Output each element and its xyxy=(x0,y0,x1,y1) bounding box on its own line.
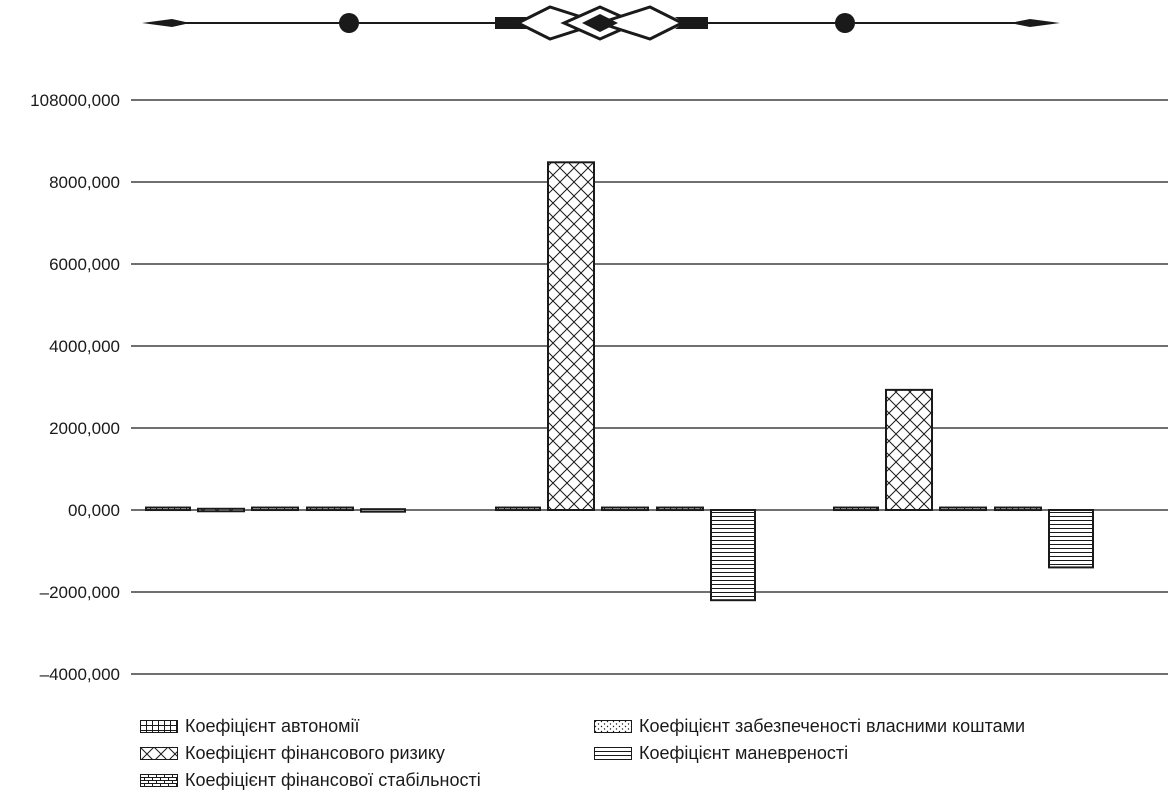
y-tick-label: 6000,000 xyxy=(49,255,120,274)
bar-group3-series5 xyxy=(1048,509,1094,569)
bar-group2-series2 xyxy=(547,161,595,511)
gridlines xyxy=(131,99,1168,675)
y-axis-tick-labels: 108000,000 8000,000 6000,000 4000,000 2000,0… xyxy=(30,91,120,684)
y-tick-label: 00,000 xyxy=(68,501,120,520)
bar-group3-series1 xyxy=(833,506,879,512)
legend: Коефіцієнт автономії Коефіцієнт фінансов… xyxy=(0,706,1171,800)
legend-item-own-funds-security: Коефіцієнт забезпеченості власними кошта… xyxy=(594,716,1025,737)
y-tick-label: –4000,000 xyxy=(40,665,120,684)
y-tick-label: 2000,000 xyxy=(49,419,120,438)
bar-group2-series4 xyxy=(656,506,704,512)
bar-group3-series2 xyxy=(885,388,933,511)
decorative-ornament-divider xyxy=(142,5,1060,41)
bars xyxy=(145,161,1094,602)
y-tick-label: 4000,000 xyxy=(49,337,120,356)
bar-group2-series3 xyxy=(601,506,649,512)
y-tick-label: 108000,000 xyxy=(30,91,120,110)
legend-label: Коефіцієнт фінансової стабільності xyxy=(185,770,481,790)
chart: 108000,000 8000,000 6000,000 4000,000 2000,0… xyxy=(30,5,1168,684)
legend-item-financial-stability: Коефіцієнт фінансової стабільності xyxy=(140,770,481,791)
y-tick-label: 8000,000 xyxy=(49,173,120,192)
legend-swatch-dots xyxy=(594,720,632,733)
bar-group2-series1 xyxy=(495,506,541,512)
bar-group2-series5 xyxy=(710,509,756,602)
legend-item-financial-risk: Коефіцієнт фінансового ризику xyxy=(140,743,445,764)
legend-label: Коефіцієнт забезпеченості власними кошта… xyxy=(639,716,1026,736)
legend-label: Коефіцієнт маневреності xyxy=(639,743,849,763)
legend-swatch-crosshatch xyxy=(140,747,178,760)
bar-group3-series3 xyxy=(939,506,987,512)
legend-swatch-brick xyxy=(140,774,178,787)
legend-item-maneuverability: Коефіцієнт маневреності xyxy=(594,743,848,764)
legend-item-autonomy: Коефіцієнт автономії xyxy=(140,716,360,737)
bar-group1-series3 xyxy=(251,506,299,512)
y-tick-label: –2000,000 xyxy=(40,583,120,602)
bar-group1-series2 xyxy=(197,507,245,513)
bar-group1-series5 xyxy=(360,508,406,513)
bar-group1-series4 xyxy=(306,506,354,512)
legend-label: Коефіцієнт автономії xyxy=(185,716,360,736)
legend-swatch-horizontal xyxy=(594,747,632,760)
legend-swatch-grid xyxy=(140,720,178,733)
bar-group3-series4 xyxy=(994,506,1042,512)
legend-label: Коефіцієнт фінансового ризику xyxy=(185,743,445,763)
bar-group1-series1 xyxy=(145,506,191,512)
